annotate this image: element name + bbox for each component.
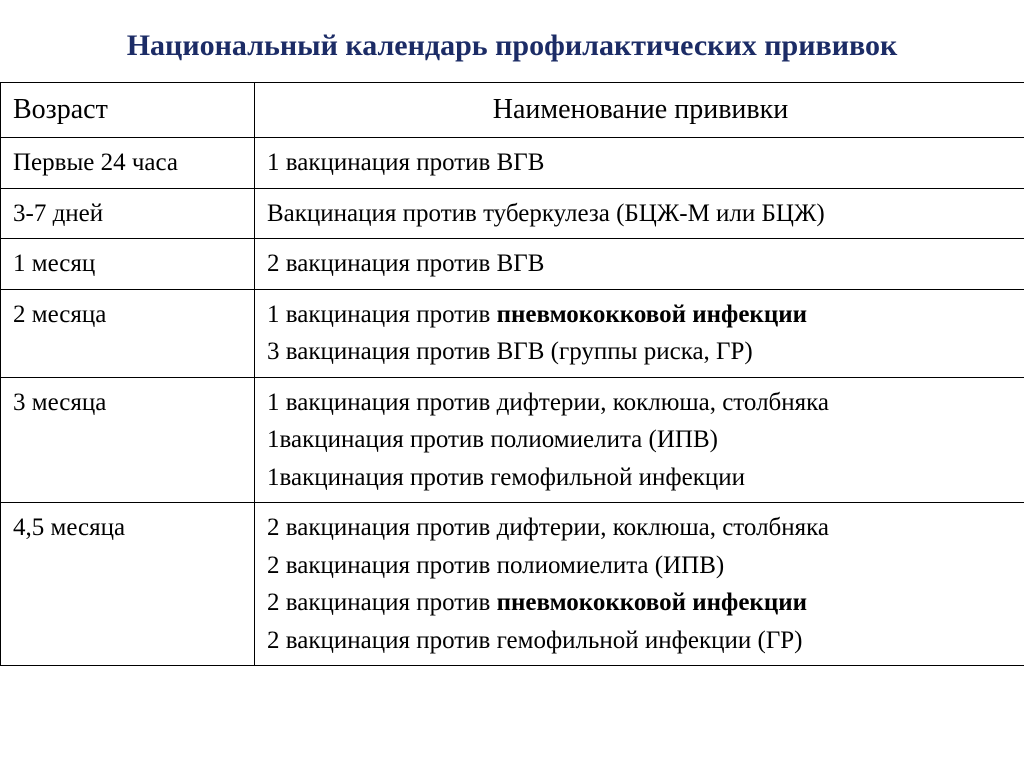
vaccine-line: 2 вакцинация против пневмококковой инфек…	[267, 584, 1014, 622]
vaccine-text: 2 вакцинация против ВГВ	[267, 250, 544, 277]
vaccine-line: 2 вакцинация против ВГВ	[267, 245, 1014, 283]
table-row: 4,5 месяца 2 вакцинация против дифтерии, …	[1, 503, 1024, 666]
cell-vaccine: 2 вакцинация против ВГВ	[255, 239, 1024, 290]
vaccine-text: 2 вакцинация против	[267, 589, 497, 616]
vaccine-text-bold: пневмококковой инфекции	[497, 301, 807, 328]
vaccine-text: 2 вакцинация против гемофильной инфекции…	[267, 627, 803, 654]
vaccine-text: 3 вакцинация против ВГВ (группы риска, Г…	[267, 338, 753, 365]
vaccine-line: 3 вакцинация против ВГВ (группы риска, Г…	[267, 333, 1014, 371]
cell-vaccine: 2 вакцинация против дифтерии, коклюша, с…	[255, 503, 1024, 666]
cell-vaccine: 1 вакцинация против ВГВ	[255, 138, 1024, 189]
vaccine-text: 2 вакцинация против дифтерии, коклюша, с…	[267, 514, 829, 541]
page-title: Национальный календарь профилактических …	[0, 0, 1024, 82]
table-row: 3 месяца 1 вакцинация против дифтерии, ко…	[1, 377, 1024, 503]
vaccine-line: 1 вакцинация против ВГВ	[267, 144, 1014, 182]
vaccine-line: 2 вакцинация против гемофильной инфекции…	[267, 622, 1014, 660]
col-header-name: Наименование прививки	[255, 83, 1024, 138]
table-header-row: ВозрастНаименование прививки	[1, 83, 1024, 138]
vaccine-line: 1 вакцинация против дифтерии, коклюша, с…	[267, 384, 1014, 422]
vaccine-text: 1 вакцинация против ВГВ	[267, 149, 544, 176]
table-row: 3-7 дней Вакцинация против туберкулеза (Б…	[1, 188, 1024, 239]
cell-age: Первые 24 часа	[1, 138, 255, 189]
table-row: 1 месяц 2 вакцинация против ВГВ	[1, 239, 1024, 290]
cell-vaccine: 1 вакцинация против пневмококковой инфек…	[255, 289, 1024, 377]
cell-age: 2 месяца	[1, 289, 255, 377]
table-row: 2 месяца 1 вакцинация против пневмококков…	[1, 289, 1024, 377]
vaccine-line: 2 вакцинация против дифтерии, коклюша, с…	[267, 509, 1014, 547]
cell-age: 1 месяц	[1, 239, 255, 290]
page: Национальный календарь профилактических …	[0, 0, 1024, 767]
table-row: Первые 24 часа 1 вакцинация против ВГВ	[1, 138, 1024, 189]
cell-vaccine: Вакцинация против туберкулеза (БЦЖ-М или…	[255, 188, 1024, 239]
vaccine-text: 1вакцинация против гемофильной инфекции	[267, 464, 745, 491]
vaccine-text: 1 вакцинация против	[267, 301, 497, 328]
vaccine-line: 1 вакцинация против пневмококковой инфек…	[267, 296, 1014, 334]
vaccine-text: 1вакцинация против полиомиелита (ИПВ)	[267, 426, 718, 453]
cell-vaccine: 1 вакцинация против дифтерии, коклюша, с…	[255, 377, 1024, 503]
vaccine-text: Вакцинация против туберкулеза (БЦЖ-М или…	[267, 200, 825, 227]
vaccine-text: 2 вакцинация против полиомиелита (ИПВ)	[267, 552, 724, 579]
vaccine-text: 1 вакцинация против дифтерии, коклюша, с…	[267, 389, 829, 416]
col-header-age: Возраст	[1, 83, 255, 138]
vaccine-line: 1вакцинация против полиомиелита (ИПВ)	[267, 421, 1014, 459]
vaccine-line: 1вакцинация против гемофильной инфекции	[267, 459, 1014, 497]
cell-age: 3-7 дней	[1, 188, 255, 239]
vaccine-line: Вакцинация против туберкулеза (БЦЖ-М или…	[267, 195, 1014, 233]
vaccination-table: ВозрастНаименование прививкиПервые 24 ча…	[0, 82, 1024, 666]
cell-age: 4,5 месяца	[1, 503, 255, 666]
vaccine-text-bold: пневмококковой инфекции	[497, 589, 807, 616]
cell-age: 3 месяца	[1, 377, 255, 503]
vaccine-line: 2 вакцинация против полиомиелита (ИПВ)	[267, 547, 1014, 585]
